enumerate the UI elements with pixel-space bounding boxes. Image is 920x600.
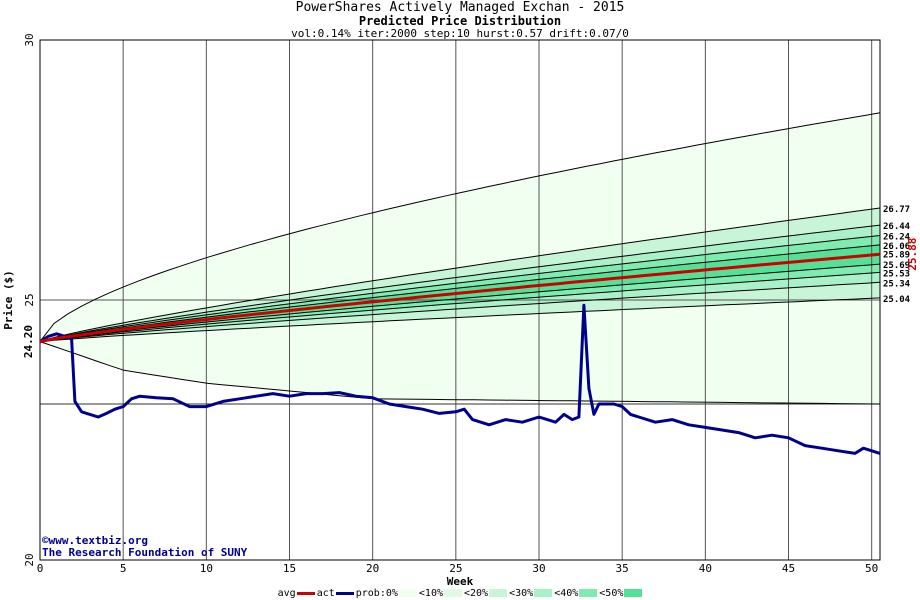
- quantile-label: 26.44: [883, 222, 911, 232]
- legend-swatch: [335, 591, 354, 595]
- probability-band-0: [40, 112, 880, 405]
- y-tick-label: 20: [23, 553, 36, 566]
- chart-title: PowerShares Actively Managed Exchan - 20…: [295, 0, 625, 15]
- quantile-line: [39, 235, 881, 343]
- legend-swatch: [534, 589, 553, 597]
- quantile-line: [39, 224, 881, 343]
- quantile-label: 25.89: [883, 251, 910, 261]
- legend-swatch: [398, 589, 417, 597]
- quantile-line: [39, 244, 881, 343]
- lower-envelope-line: [39, 341, 881, 405]
- actual-price-line: [39, 303, 881, 455]
- legend-label: <50%: [599, 588, 624, 599]
- legend-item: <50%: [599, 588, 643, 599]
- chart-legend: avg act prob:0% <10% <20% <30% <40% <50%: [0, 588, 920, 599]
- quantile-line: [39, 271, 881, 343]
- y-axis-label: Price ($): [2, 270, 15, 330]
- quantile-label: 26.24: [883, 233, 911, 243]
- y-tick-label: 30: [23, 33, 36, 46]
- quantile-line: [39, 281, 881, 343]
- x-tick-label: 10: [200, 562, 213, 575]
- legend-label: <20%: [464, 588, 489, 599]
- final-average-label: 25.88: [906, 238, 919, 271]
- legend-label: <10%: [418, 588, 443, 599]
- legend-item: prob:0%: [356, 588, 417, 599]
- legend-swatch: [296, 591, 315, 595]
- x-tick-label: 25: [449, 562, 462, 575]
- y-tick-label: 25: [23, 293, 36, 306]
- average-price-line: [39, 252, 881, 344]
- quantile-line: [39, 207, 881, 343]
- start-price-label: 24.20: [22, 325, 35, 358]
- x-tick-label: 30: [532, 562, 545, 575]
- legend-item: <20%: [464, 588, 508, 599]
- legend-label: <40%: [554, 588, 579, 599]
- quantile-line: [39, 297, 881, 343]
- legend-swatch: [489, 589, 508, 597]
- legend-swatch: [579, 589, 598, 597]
- x-tick-label: 0: [37, 562, 44, 575]
- legend-item: act: [317, 588, 354, 599]
- credit-website: ©www.textbiz.org: [42, 534, 148, 547]
- quantile-label: 26.06: [883, 242, 910, 252]
- chart-parameters: vol:0.14% iter:2000 step:10 hurst:0.57 d…: [291, 27, 629, 40]
- legend-item: <30%: [509, 588, 553, 599]
- plot-frame: [39, 39, 881, 561]
- legend-item: <10%: [419, 588, 462, 599]
- x-tick-label: 45: [782, 562, 795, 575]
- x-tick-label: 50: [865, 562, 878, 575]
- quantile-label: 26.77: [883, 205, 910, 215]
- legend-label: act: [316, 588, 335, 599]
- quantile-label: 25.53: [883, 269, 910, 279]
- legend-swatch: [624, 589, 643, 597]
- x-tick-label: 20: [366, 562, 379, 575]
- x-tick-label: 15: [283, 562, 296, 575]
- upper-envelope-line: [39, 112, 881, 342]
- legend-label: <30%: [509, 588, 534, 599]
- legend-swatch: [444, 589, 462, 597]
- quantile-label: 25.04: [883, 295, 911, 305]
- x-tick-label: 5: [120, 562, 127, 575]
- quantile-label: 25.34: [883, 279, 911, 289]
- x-tick-label: 40: [699, 562, 712, 575]
- quantile-line: [39, 263, 881, 343]
- legend-label: avg: [277, 588, 296, 599]
- legend-item: avg: [278, 588, 315, 599]
- x-axis-label: Week: [447, 575, 474, 588]
- legend-item: <40%: [554, 588, 598, 599]
- legend-label: prob:0%: [355, 588, 398, 599]
- credit-organization: The Research Foundation of SUNY: [42, 546, 248, 559]
- quantile-label: 25.69: [883, 261, 910, 271]
- chart-subtitle: Predicted Price Distribution: [358, 14, 562, 28]
- x-tick-label: 35: [616, 562, 629, 575]
